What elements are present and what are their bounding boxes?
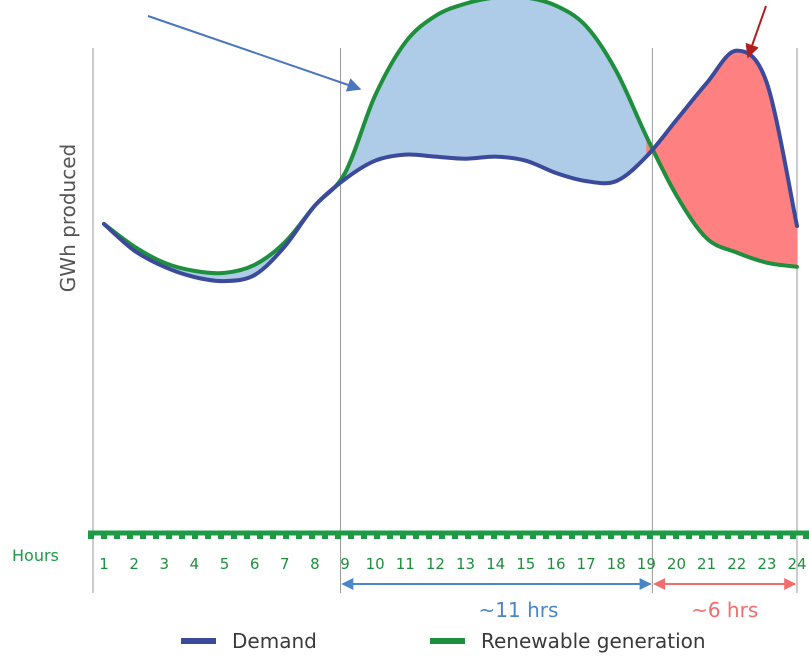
duration-spans: ~11 hrs ~6 hrs [341,578,797,622]
x-tick-label: 11 [396,555,415,573]
x-tick-label: 5 [220,555,230,573]
x-tick-label: 17 [577,555,596,573]
legend-item-demand: Demand [181,629,317,653]
x-tick-label: 23 [757,555,776,573]
x-tick-label: 24 [787,555,806,573]
x-tick-label: 8 [310,555,320,573]
area-fill-deficit [646,50,797,267]
series-line-demand [102,48,799,284]
area-fill-surplus [104,0,677,282]
vertical-gridlines [92,48,798,593]
x-tick-label: 22 [727,555,746,573]
x-tick-label: 1 [99,555,109,573]
series-lines [102,0,799,284]
x-tick-label: 7 [280,555,290,573]
x-tick-label: 19 [637,555,656,573]
x-tick-label: 14 [486,555,505,573]
x-tick-label: 10 [366,555,385,573]
legend-item-renewable-generation: Renewable generation [430,629,706,653]
x-tick-label: 16 [546,555,565,573]
legend: Demand Renewable generation [181,629,706,653]
x-tick-label: 20 [667,555,686,573]
x-tick-label: 6 [250,555,260,573]
x-tick-label: 3 [159,555,169,573]
x-axis-label: Hours [12,546,59,565]
x-axis [88,530,809,539]
x-tick-labels: 1 2 3 4 5 6 7 8 9 10 11 12 13 14 15 16 17 18 19 20 21 22 23 24 [99,555,806,573]
x-tick-label: 4 [190,555,200,573]
y-axis-label: GWh produced [56,144,80,292]
span-label: ~6 hrs [691,598,758,622]
x-tick-label: 9 [340,555,350,573]
area-fills [104,0,797,282]
x-tick-label: 15 [516,555,535,573]
x-tick-label: 21 [697,555,716,573]
x-tick-label: 18 [607,555,626,573]
x-tick-label: 12 [426,555,445,573]
svg-text:Demand: Demand [232,629,317,653]
x-tick-label: 13 [456,555,475,573]
annotation-arrow-blue [147,15,362,92]
series-line-renewable-generation [102,0,799,276]
x-tick-label: 2 [129,555,139,573]
svg-text:Renewable generation: Renewable generation [481,629,706,653]
annotation-arrow-red [745,5,767,59]
span-label: ~11 hrs [479,598,559,622]
